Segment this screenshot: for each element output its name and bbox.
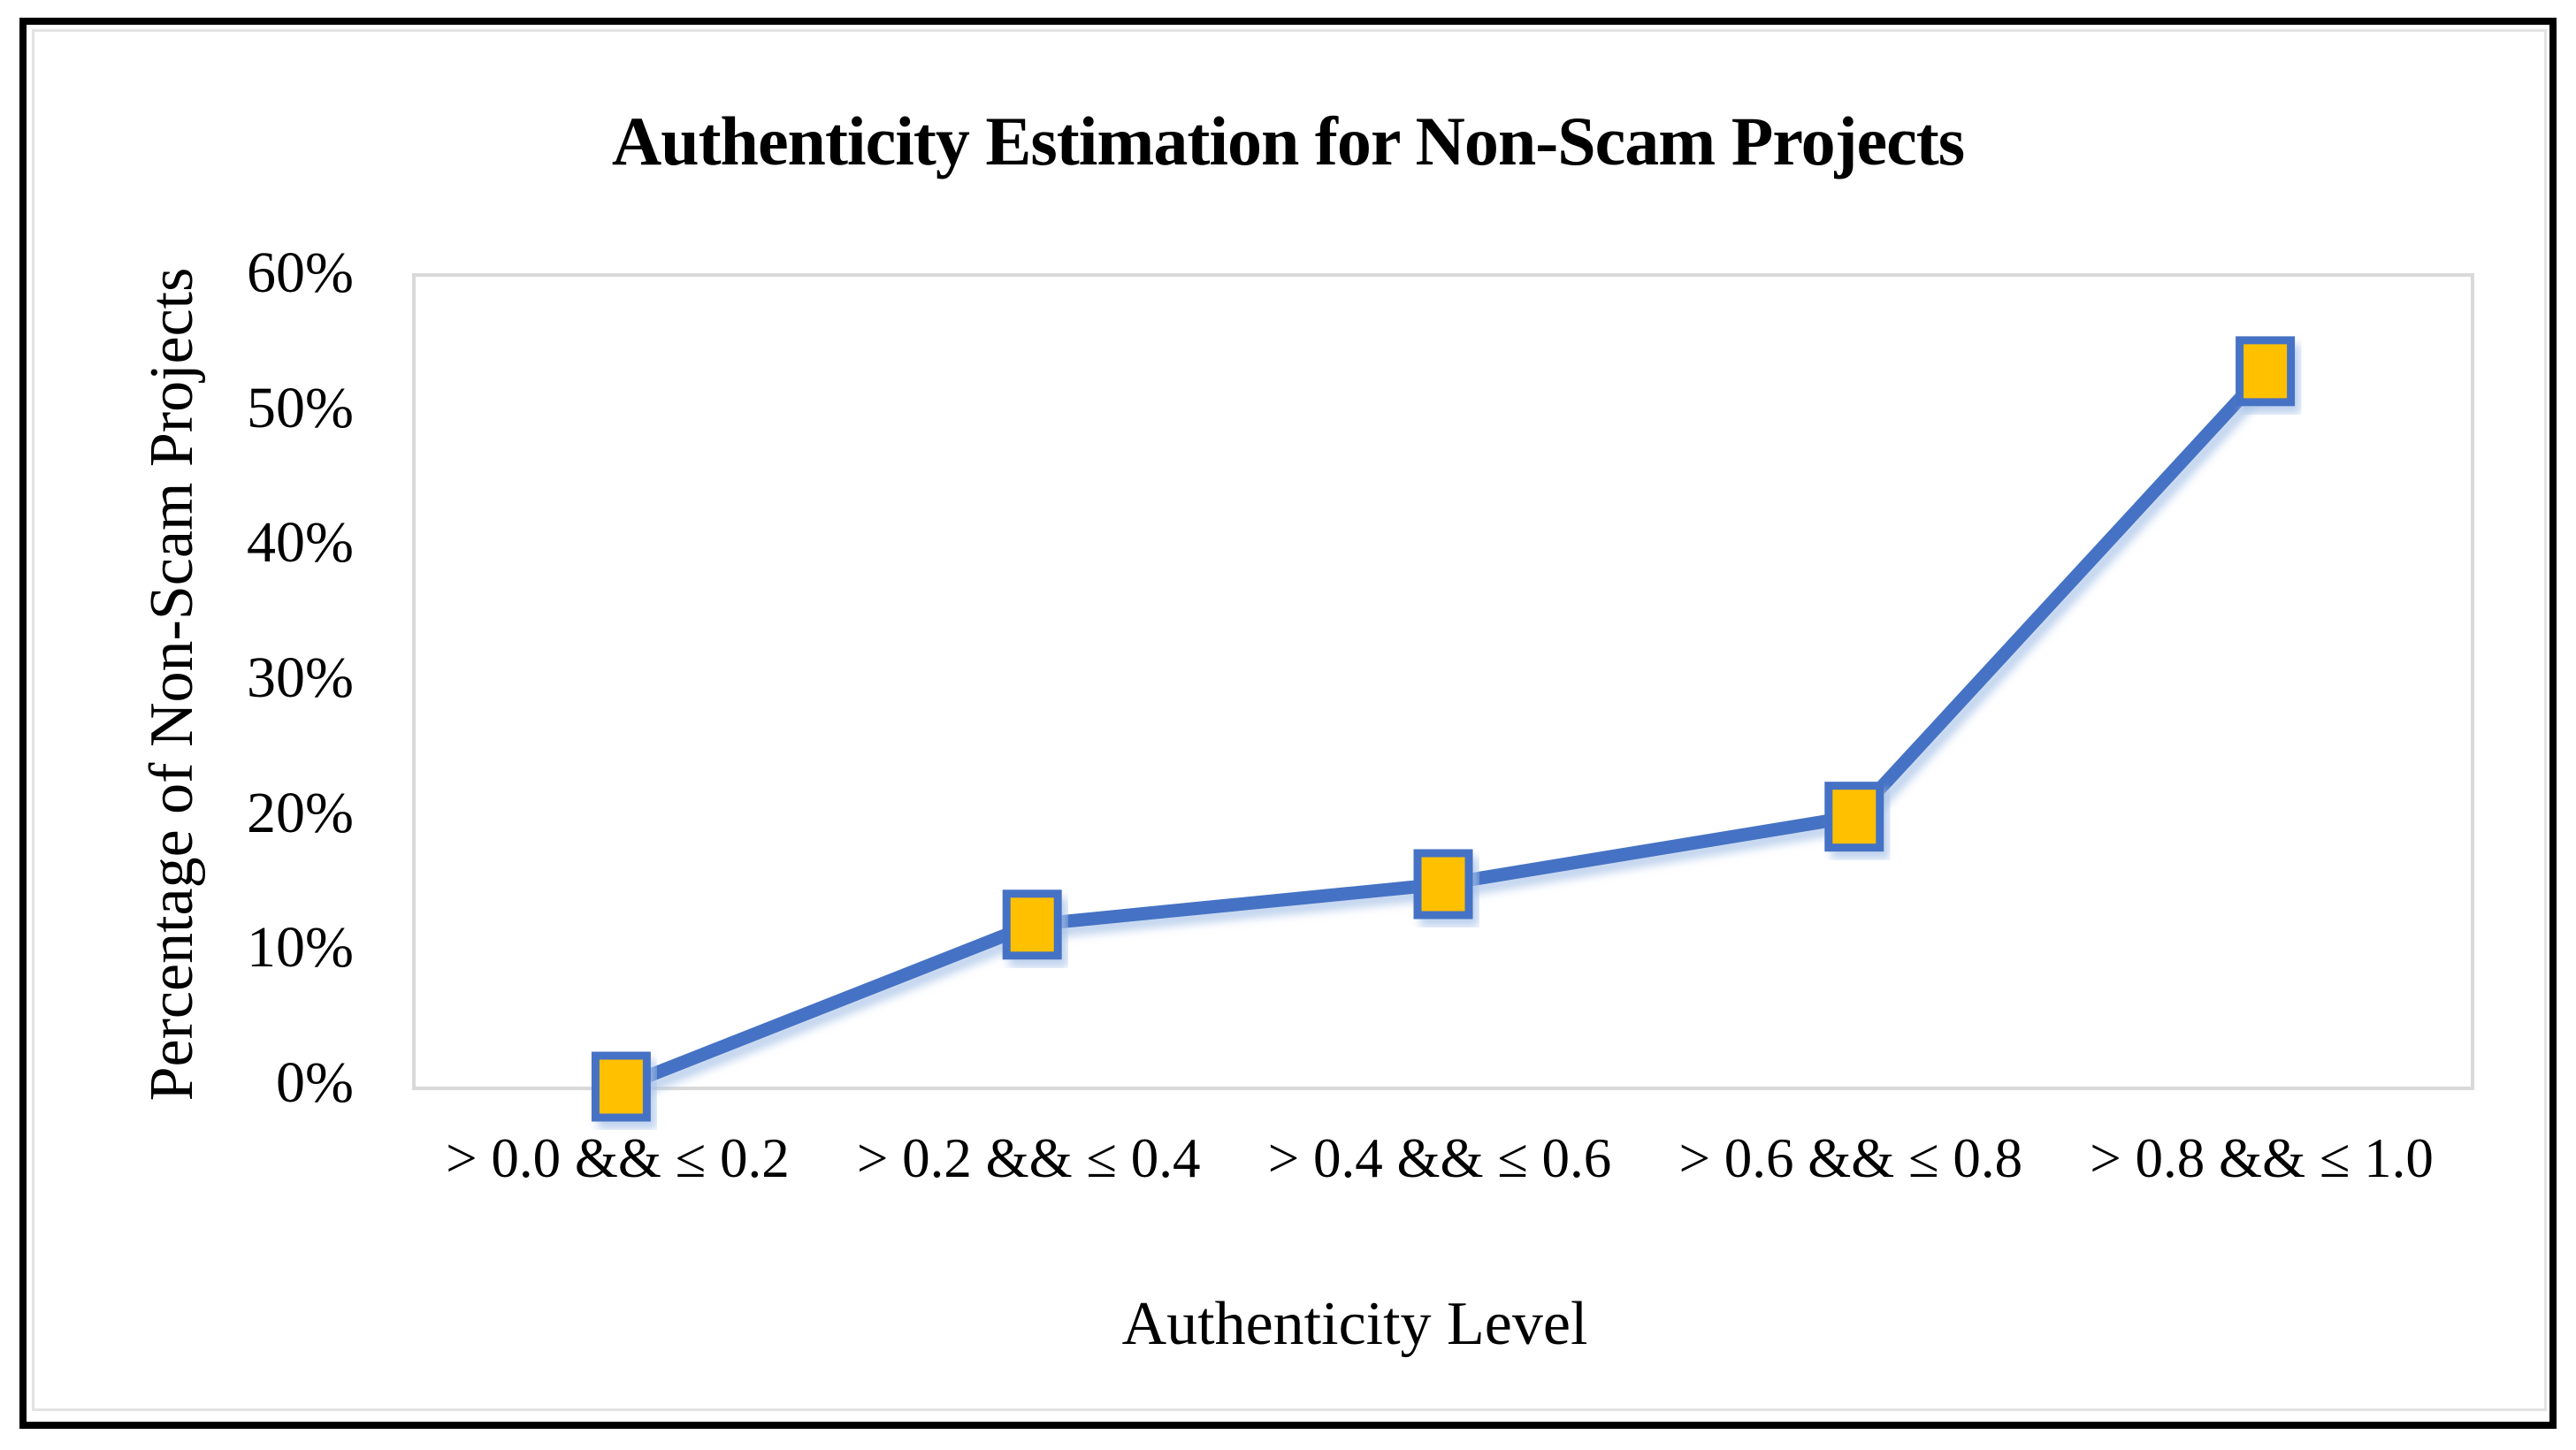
plot-area: [412, 273, 2474, 1122]
y-tick-label: 30%: [247, 645, 354, 710]
y-tick-label: 60%: [247, 240, 354, 305]
y-tick-label: 10%: [247, 915, 354, 981]
data-point-marker: [591, 1051, 651, 1122]
y-tick-label: 40%: [247, 510, 354, 576]
x-tick-label: > 0.4 && ≤ 0.6: [1267, 1127, 1612, 1189]
line-series-canvas: [591, 336, 2296, 1122]
x-tick-label: > 0.6 && ≤ 0.8: [1678, 1127, 2023, 1189]
data-line: [618, 366, 2271, 1093]
data-point-marker: [1824, 782, 1884, 852]
data-point-marker: [1002, 889, 1062, 960]
y-tick-label: 20%: [247, 780, 354, 845]
x-tick-label: > 0.0 && ≤ 0.2: [446, 1127, 790, 1189]
y-tick-label: 0%: [276, 1050, 354, 1115]
chart-title: Authenticity Estimation for Non-Scam Pro…: [611, 103, 1965, 179]
x-axis-title: Authenticity Level: [1121, 1290, 1588, 1358]
y-tick-label: 50%: [247, 375, 354, 440]
x-tick-label: > 0.2 && ≤ 0.4: [856, 1127, 1201, 1189]
data-point-marker: [2236, 336, 2296, 407]
data-point-marker: [1413, 849, 1473, 920]
x-tick-label: > 0.8 && ≤ 1.0: [2090, 1127, 2434, 1189]
